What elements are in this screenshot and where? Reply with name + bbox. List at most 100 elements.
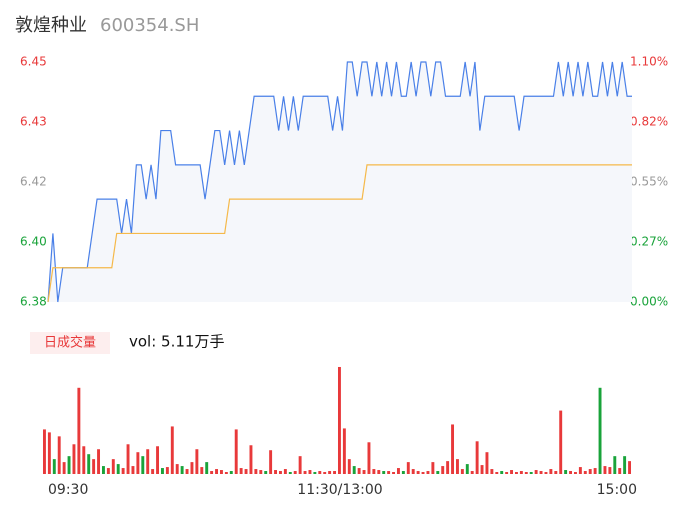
volume-bar <box>92 459 96 474</box>
volume-bar <box>219 470 223 474</box>
volume-bar <box>396 468 400 474</box>
volume-bar <box>347 459 351 474</box>
volume-bar <box>288 472 292 474</box>
volume-bar <box>480 465 484 474</box>
price-area <box>48 62 632 302</box>
volume-bar <box>490 469 494 474</box>
volume-bar <box>254 469 258 474</box>
volume-bar <box>190 462 194 474</box>
volume-bar <box>298 456 302 474</box>
volume-bar <box>603 466 607 474</box>
volume-bar <box>618 468 622 474</box>
volume-bar <box>249 445 253 474</box>
volume-bar <box>573 472 577 474</box>
volume-bar <box>160 468 164 474</box>
volume-bar <box>446 461 450 474</box>
volume-bar <box>500 471 504 474</box>
y-tick-label: 6.42 <box>20 175 47 189</box>
volume-bar <box>367 442 371 474</box>
volume-bar <box>52 459 56 474</box>
volume-bar <box>342 428 346 474</box>
volume-bar <box>588 469 592 474</box>
volume-bar <box>362 470 366 474</box>
volume-bar <box>269 450 273 474</box>
volume-bar <box>564 470 568 474</box>
volume-bar <box>72 444 76 474</box>
volume-bar <box>411 469 415 474</box>
volume-bar <box>180 466 184 474</box>
volume-bar <box>372 469 376 474</box>
volume-bar <box>333 471 337 474</box>
volume-bar <box>421 472 425 474</box>
volume-bar <box>234 429 238 474</box>
volume-bar <box>283 469 287 474</box>
volume-bar <box>47 432 51 474</box>
volume-bar <box>549 469 553 474</box>
volume-bar <box>357 468 361 474</box>
volume-bar <box>259 470 263 474</box>
volume-bar <box>200 467 204 474</box>
volume-bar <box>146 449 150 474</box>
volume-bar <box>510 470 514 474</box>
volume-bar <box>244 469 248 474</box>
stock-name: 敦煌种业 <box>15 15 87 36</box>
volume-value: vol: 5.11万手 <box>129 333 224 351</box>
volume-bar <box>505 472 509 474</box>
volume-bar <box>534 470 538 474</box>
volume-bar <box>524 472 528 474</box>
volume-bar <box>97 449 101 474</box>
price-line <box>47 61 632 303</box>
volume-bar <box>224 472 228 474</box>
volume-bar <box>264 471 268 474</box>
volume-bar <box>485 452 489 474</box>
volume-bar <box>82 446 86 474</box>
volume-bar <box>569 471 573 474</box>
volume-bar <box>460 469 464 474</box>
stock-code: 600354.SH <box>100 15 199 36</box>
y-tick-label: 6.38 <box>20 295 47 309</box>
volume-bar <box>623 456 627 474</box>
volume-bar <box>328 471 332 474</box>
volume-bar <box>598 387 602 474</box>
x-tick-label: 09:30 <box>48 482 88 498</box>
y2-tick-label: 0.55% <box>630 174 668 188</box>
volume-bar <box>583 471 587 474</box>
volume-bar <box>229 471 233 474</box>
y2-tick-label: 1.10% <box>630 55 668 69</box>
volume-bar <box>239 468 243 474</box>
volume-bar <box>67 456 71 474</box>
volume-bar <box>121 468 125 474</box>
volume-bar <box>337 366 341 474</box>
volume-bar <box>436 471 440 474</box>
volume-bar <box>185 469 189 474</box>
volume-bar <box>495 472 499 474</box>
volume-bar <box>323 472 327 474</box>
average-line <box>47 164 632 303</box>
volume-bar <box>106 468 110 474</box>
volume-bar <box>401 471 405 474</box>
volume-bar <box>141 456 145 474</box>
volume-badge <box>30 332 110 354</box>
volume-bar <box>519 471 523 474</box>
y2-tick-label: 0.82% <box>630 114 668 128</box>
volume-bar <box>426 471 430 474</box>
volume-bar <box>431 462 435 474</box>
volume-bar <box>608 467 612 474</box>
volume-bar <box>313 472 317 474</box>
y2-tick-label: 0.00% <box>630 295 668 309</box>
volume-bar <box>87 454 91 474</box>
volume-bar <box>77 387 81 474</box>
volume-bar <box>57 436 61 474</box>
x-tick-label: 15:00 <box>597 482 637 498</box>
volume-bar <box>210 471 214 474</box>
volume-bar <box>455 459 459 474</box>
volume-bar <box>465 464 469 474</box>
y-tick-label: 6.43 <box>20 115 47 129</box>
volume-bar <box>151 469 155 474</box>
volume-bar <box>613 456 617 474</box>
volume-bar <box>578 467 582 474</box>
volume-bar <box>215 469 219 474</box>
x-tick-label: 11:30/13:00 <box>297 482 382 498</box>
volume-bar <box>195 449 199 474</box>
volume-bar <box>308 470 312 474</box>
